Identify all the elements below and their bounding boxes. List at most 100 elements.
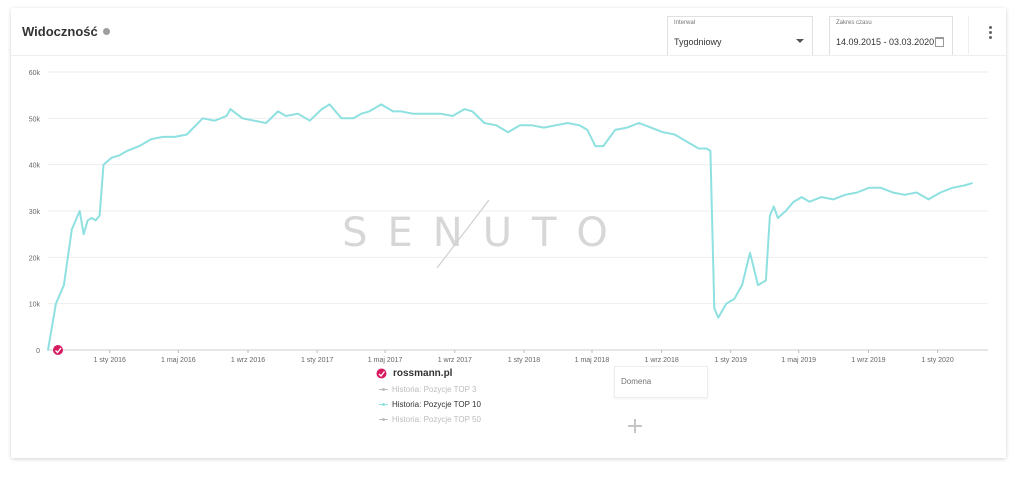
data-point (368, 110, 371, 113)
data-point (174, 136, 176, 138)
data-point (673, 133, 676, 136)
y-tick-label: 10k (29, 302, 41, 309)
data-point (594, 145, 597, 147)
data-point (162, 136, 164, 138)
info-icon[interactable] (102, 28, 110, 35)
data-point (328, 103, 331, 106)
data-point (110, 156, 113, 159)
data-point (150, 138, 152, 140)
legend-item[interactable]: Historia: Pozycje TOP 10 (379, 400, 481, 409)
data-point (713, 307, 716, 310)
data-point (792, 200, 795, 203)
domain-input[interactable] (614, 366, 708, 398)
y-tick-label: 0 (36, 348, 40, 355)
chart-grid (48, 71, 988, 351)
data-point (225, 115, 228, 117)
chevron-down-icon (796, 39, 804, 43)
data-point (213, 119, 216, 122)
legend-item-label: Historia: Pozycje TOP 3 (392, 385, 477, 394)
data-point (471, 110, 474, 113)
x-tick-label: 1 wrz 2016 (231, 357, 265, 364)
data-point (483, 122, 486, 124)
y-tick-label: 30k (29, 209, 41, 216)
data-point (70, 228, 73, 231)
data-point (650, 126, 652, 129)
data-point (757, 284, 759, 286)
y-tick-label: 60k (29, 70, 41, 77)
data-point (892, 191, 894, 194)
page-title: Widoczność (22, 24, 98, 39)
legend-line-icon (379, 388, 388, 391)
time-range-picker[interactable]: Zakres czasu 14.09.2015 - 03.03.2020 (829, 16, 953, 56)
senuto-watermark: SENUTO (342, 210, 628, 256)
data-point (439, 112, 442, 115)
interval-select[interactable]: Interwał Tygodniowy (667, 16, 813, 56)
add-domain-plus-icon[interactable] (628, 419, 642, 433)
series-start-marker (53, 345, 63, 355)
data-point (451, 115, 454, 117)
data-point (400, 110, 402, 113)
data-point (765, 279, 767, 282)
legend-line-icon (379, 403, 388, 406)
x-tick-label: 1 maj 2017 (368, 357, 403, 364)
data-point (832, 198, 835, 201)
data-point (773, 205, 775, 208)
y-tick-label: 50k (29, 116, 41, 123)
x-tick-label: 1 sty 2020 (921, 357, 953, 364)
data-point (705, 147, 708, 150)
data-point (844, 193, 847, 196)
watermark-slash (436, 199, 490, 269)
x-tick-label: 1 sty 2017 (301, 357, 333, 364)
data-point (308, 119, 311, 122)
header-divider-line (11, 55, 1006, 56)
data-point (253, 119, 256, 122)
data-point (733, 298, 735, 300)
data-point (709, 149, 712, 152)
data-point (784, 210, 787, 212)
x-axis: 1 sty 2016 1 maj 2016 1 wrz 2016 1 sty 2017… (94, 350, 954, 364)
x-tick-label: 1 sty 2016 (94, 357, 126, 364)
interval-label: Interwał (674, 20, 696, 26)
data-point (963, 184, 966, 187)
data-point (741, 284, 743, 286)
header-divider (968, 16, 969, 54)
data-point (320, 108, 323, 110)
data-point (951, 187, 954, 189)
legend-line-icon (379, 418, 388, 421)
data-point (749, 251, 751, 254)
data-point (769, 214, 771, 217)
data-point (285, 115, 287, 117)
data-point (915, 191, 918, 194)
data-point (63, 284, 65, 286)
data-point (939, 191, 942, 194)
data-point (241, 117, 244, 120)
data-point (685, 140, 688, 143)
y-tick-label: 40k (29, 163, 41, 170)
data-point (820, 196, 823, 198)
legend-domain[interactable]: rossmann.pl (376, 368, 481, 379)
data-point (566, 122, 569, 124)
data-point (542, 126, 545, 129)
legend-item[interactable]: Historia: Pozycje TOP 3 (379, 385, 481, 394)
data-point (626, 126, 628, 129)
calendar-icon (935, 37, 944, 47)
data-point (55, 302, 57, 305)
more-options-icon[interactable] (989, 26, 992, 39)
chart-series (47, 103, 973, 355)
data-point (186, 133, 188, 136)
legend-item-label: Historia: Pozycje TOP 10 (392, 400, 481, 409)
data-point (118, 154, 121, 157)
data-point (229, 108, 232, 110)
data-point (47, 349, 49, 351)
visibility-card: Widoczność Interwał Tygodniowy Zakres cz… (11, 8, 1006, 458)
data-point (800, 196, 803, 198)
data-point (360, 112, 363, 115)
watermark-slash-line (436, 199, 490, 269)
data-point (495, 124, 497, 127)
card-header: Widoczność (22, 24, 110, 39)
legend-item[interactable]: Historia: Pozycje TOP 50 (379, 415, 481, 424)
y-tick-label: 20k (29, 255, 41, 262)
data-point (554, 124, 557, 127)
data-point (392, 110, 394, 113)
